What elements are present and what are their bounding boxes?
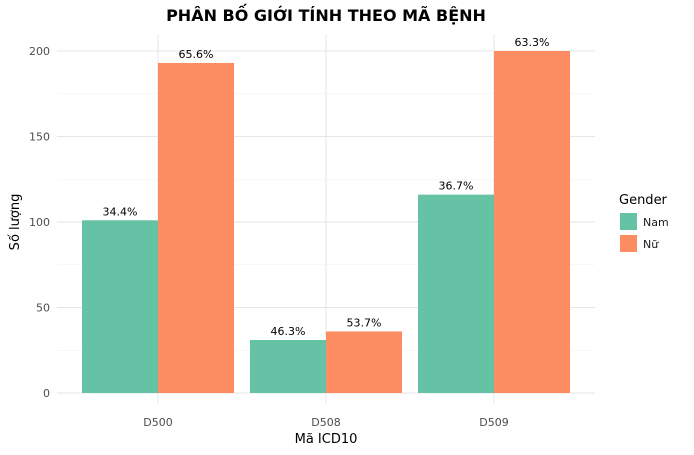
data-label: 53.7%	[347, 316, 382, 329]
x-axis-ticks: D500 D508 D509	[143, 416, 508, 429]
y-tick-label: 50	[36, 302, 50, 315]
data-label: 34.4%	[103, 205, 138, 218]
data-label: 36.7%	[439, 180, 474, 193]
y-tick-label: 100	[29, 216, 50, 229]
data-label: 65.6%	[179, 48, 214, 61]
bars	[82, 51, 570, 393]
bar-nữ-d508	[326, 331, 402, 393]
y-tick-label: 0	[43, 387, 50, 400]
x-tick-label: D508	[311, 416, 340, 429]
bar-nữ-d509	[494, 51, 570, 393]
data-label: 46.3%	[271, 325, 306, 338]
y-axis-ticks: 0 50 100 150 200	[29, 45, 50, 400]
y-axis-title: Số lượng	[8, 194, 23, 251]
x-axis-title: Mã ICD10	[295, 432, 358, 447]
legend-label: Nữ	[643, 238, 659, 251]
legend-title: Gender	[619, 193, 668, 208]
bar-nữ-d500	[158, 62, 234, 393]
legend-swatch	[620, 213, 637, 230]
bar-nam-d508	[250, 339, 326, 393]
bar-nam-d509	[418, 194, 494, 393]
data-labels: 34.4% 46.3% 36.7% 65.6% 53.7% 63.3%	[103, 36, 550, 338]
y-tick-label: 200	[29, 45, 50, 58]
legend-label: Nam	[643, 216, 669, 229]
x-tick-label: D509	[479, 416, 508, 429]
legend-swatch	[620, 235, 637, 252]
legend: Gender Nam Nữ	[619, 193, 669, 252]
y-tick-label: 150	[29, 131, 50, 144]
x-tick-label: D500	[143, 416, 172, 429]
bar-nam-d500	[82, 220, 158, 393]
chart-title: PHÂN BỐ GIỚI TÍNH THEO MÃ BỆNH	[166, 4, 486, 25]
data-label: 63.3%	[515, 36, 550, 49]
